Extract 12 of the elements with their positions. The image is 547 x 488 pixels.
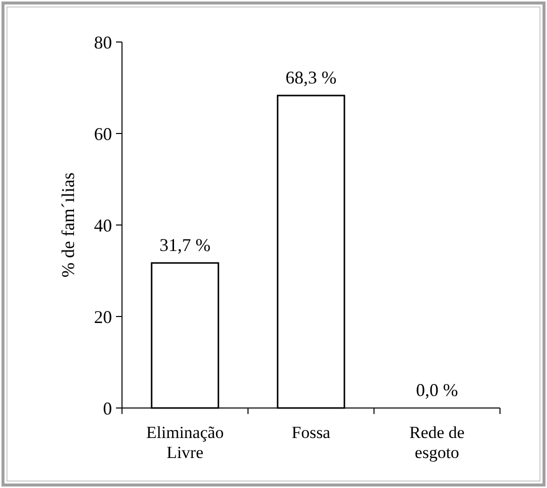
data-label: 0,0 % xyxy=(416,380,458,400)
y-tick-label: 0 xyxy=(103,398,112,418)
y-axis-title: % de fam´ılias xyxy=(58,172,78,278)
x-tick-label: Rede de esgoto xyxy=(409,423,465,462)
data-label: 31,7 % xyxy=(160,234,210,255)
data-label: 68,3 % xyxy=(286,68,336,88)
y-tick-label: 40 xyxy=(94,215,112,236)
x-tick-label: Eliminação Livre xyxy=(146,423,224,462)
y-tick-label: 20 xyxy=(94,306,112,327)
y-tick-label: 60 xyxy=(94,124,112,144)
y-tick-label: 80 xyxy=(94,32,112,52)
x-tick-label: Fossa xyxy=(292,423,331,442)
